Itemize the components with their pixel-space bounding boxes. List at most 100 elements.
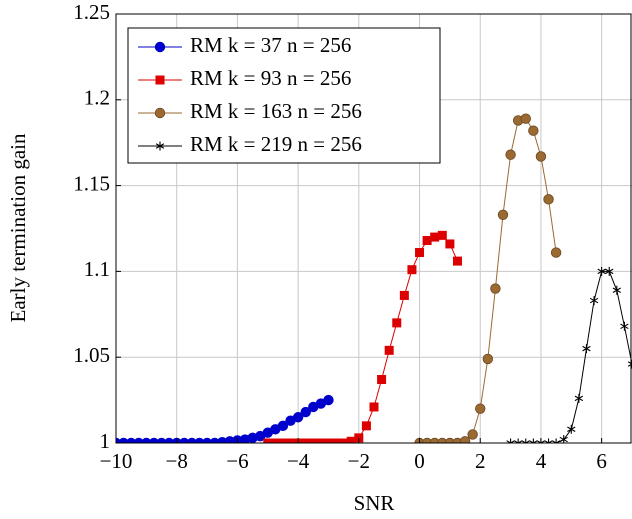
marker [543, 194, 554, 205]
x-tick-label: 4 [536, 449, 547, 473]
marker [384, 345, 394, 355]
marker [452, 437, 463, 443]
marker [316, 438, 326, 443]
marker [399, 290, 409, 300]
marker [292, 412, 304, 423]
legend: RM k = 37 n = 256 RM k = 93 n = 256 RM k =… [127, 27, 441, 164]
marker [437, 230, 447, 240]
marker [421, 437, 433, 443]
marker [155, 141, 165, 151]
marker [300, 406, 311, 418]
marker [270, 438, 280, 443]
marker [612, 285, 621, 295]
y-tick-label: 1.05 [73, 343, 110, 367]
plot-area [116, 113, 632, 443]
marker [620, 321, 629, 331]
marker [125, 437, 137, 443]
marker [444, 437, 456, 443]
y-tick-label: 1.2 [84, 86, 110, 110]
marker [163, 437, 175, 443]
marker [535, 151, 547, 162]
marker [490, 283, 501, 294]
series-line [267, 234, 458, 443]
legend-label: RM k = 219 n = 256 [190, 132, 362, 156]
legend-label: RM k = 163 n = 256 [190, 99, 362, 123]
marker [194, 437, 205, 443]
marker [544, 438, 553, 443]
marker [529, 438, 538, 443]
marker [605, 266, 614, 276]
marker [528, 125, 539, 136]
marker [482, 353, 494, 365]
marker [392, 318, 402, 328]
marker [497, 209, 509, 220]
marker [179, 437, 190, 443]
marker [467, 429, 478, 440]
marker [459, 436, 471, 443]
marker [505, 149, 516, 160]
marker [369, 402, 379, 412]
x-tick-label: 6 [596, 449, 607, 473]
marker [277, 420, 289, 432]
marker [155, 75, 165, 85]
marker [346, 436, 356, 443]
marker [597, 266, 606, 276]
marker [430, 232, 440, 242]
axes-frame [115, 13, 632, 444]
marker [452, 256, 462, 266]
marker [201, 437, 213, 443]
x-tick-label: −8 [166, 449, 188, 473]
marker [429, 437, 440, 443]
marker [278, 438, 288, 443]
y-tick-label: 1 [100, 429, 111, 453]
marker [156, 437, 167, 443]
legend-label: RM k = 93 n = 256 [190, 66, 351, 90]
marker [186, 437, 198, 443]
x-tick-label: −4 [287, 449, 310, 473]
marker [377, 375, 387, 385]
marker [148, 437, 160, 443]
marker [551, 438, 561, 443]
marker [506, 438, 515, 443]
marker [323, 438, 333, 443]
marker [118, 437, 129, 443]
marker [514, 438, 523, 443]
x-tick-label: 2 [475, 449, 486, 473]
marker [445, 239, 455, 249]
y-tick-label: 1.1 [84, 257, 110, 281]
marker [520, 113, 531, 124]
marker [627, 359, 632, 369]
marker [361, 421, 371, 431]
marker [301, 438, 311, 443]
marker [154, 41, 166, 53]
ticks: −10 −8 −6 −4 −2 0 2 4 6 1 1.05 1.1 1.15 1.2 1.25 [73, 0, 607, 473]
y-tick-label: 1.25 [73, 0, 110, 24]
y-tick-label: 1.15 [73, 171, 110, 195]
x-axis-label: SNR [354, 491, 395, 515]
marker [133, 437, 144, 443]
marker [437, 437, 448, 443]
marker [354, 433, 364, 443]
x-tick-label: 0 [414, 449, 425, 473]
marker [550, 247, 562, 258]
legend-label: RM k = 37 n = 256 [190, 33, 351, 57]
marker [308, 438, 318, 443]
marker [154, 107, 166, 119]
legend-box [127, 27, 441, 164]
marker [407, 265, 417, 275]
marker [589, 296, 599, 306]
marker [475, 403, 486, 414]
marker [141, 437, 152, 443]
marker [339, 438, 349, 443]
series-line [419, 118, 557, 443]
marker [521, 438, 530, 443]
marker [286, 438, 296, 443]
x-tick-label: −6 [226, 449, 248, 473]
x-tick-label: −10 [100, 449, 133, 473]
marker [422, 236, 432, 246]
marker [209, 437, 220, 443]
marker [567, 424, 576, 434]
marker [331, 438, 341, 443]
marker [263, 438, 273, 443]
